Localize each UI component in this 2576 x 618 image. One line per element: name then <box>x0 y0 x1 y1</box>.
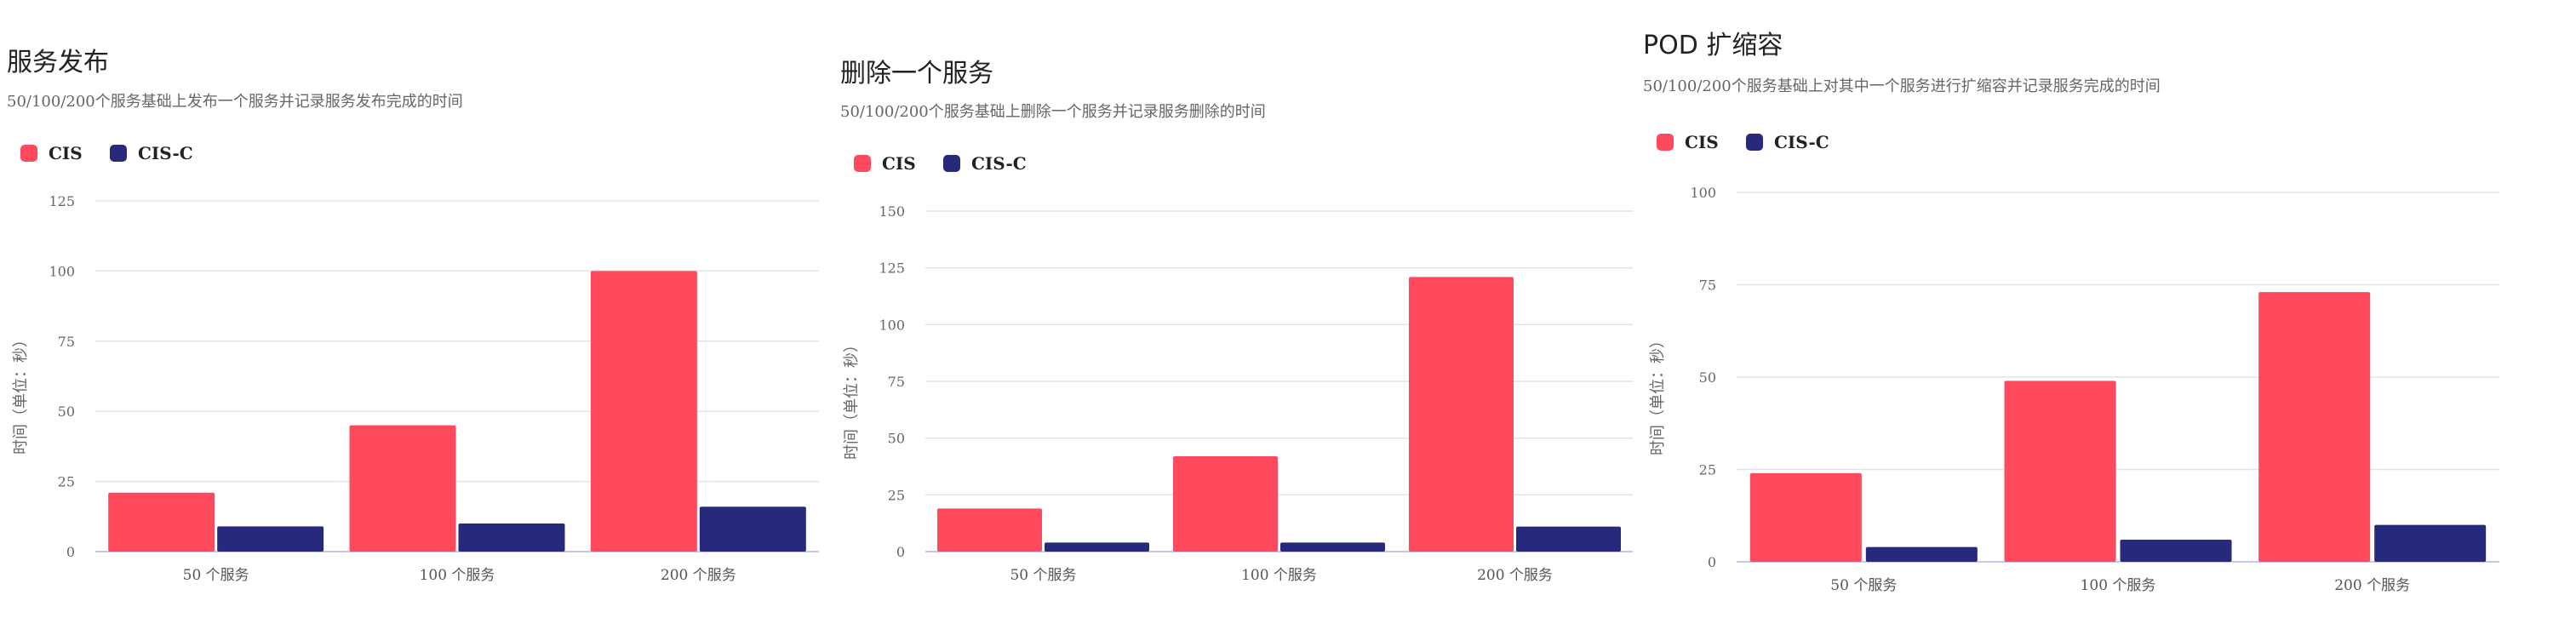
y-axis-label: 时间（单位：秒） <box>843 337 861 460</box>
y-tick-label: 100 <box>879 317 905 333</box>
bar-cis-c <box>699 506 806 552</box>
legend-swatch <box>20 145 37 162</box>
bar-cis <box>2004 381 2116 562</box>
x-tick-label: 50 个服务 <box>183 567 249 584</box>
legend-swatch <box>1657 134 1674 151</box>
legend-swatch <box>943 155 960 172</box>
chart-subtitle: 50/100/200个服务基础上发布一个服务并记录服务发布完成的时间 <box>7 93 463 111</box>
legend-label: CIS-C <box>138 143 193 163</box>
x-tick-label: 200 个服务 <box>2334 577 2410 594</box>
bar-cis <box>2258 292 2371 562</box>
y-tick-label: 25 <box>58 474 75 490</box>
bar-cis <box>1173 456 1278 552</box>
y-tick-label: 50 <box>888 431 905 447</box>
y-tick-label: 100 <box>49 263 75 279</box>
y-tick-label: 100 <box>1690 185 1716 201</box>
bar-cis-c <box>2120 539 2232 562</box>
bar-cis-c <box>458 524 565 552</box>
bar-cis-c <box>2374 524 2487 562</box>
x-tick-label: 200 个服务 <box>1477 567 1553 584</box>
bar-cis-c <box>217 526 324 552</box>
bar-cis-c <box>1516 526 1621 552</box>
legend-item: CIS <box>20 143 83 163</box>
bar-cis <box>1749 472 1862 562</box>
bar-cis-c <box>1280 542 1385 552</box>
bar-cis <box>108 492 215 552</box>
chart-panel-2: 删除一个服务 50/100/200个服务基础上删除一个服务并记录服务删除的时间 CI… <box>840 59 1633 584</box>
x-tick-label: 100 个服务 <box>1241 567 1317 584</box>
legend-item: CIS-C <box>110 143 193 163</box>
legend-label: CIS <box>882 153 916 174</box>
x-tick-label: 50 个服务 <box>1010 567 1076 584</box>
legend-item: CIS <box>854 153 916 174</box>
y-tick-label: 75 <box>1699 278 1716 294</box>
bar-cis <box>590 271 697 552</box>
chart-title: 删除一个服务 <box>840 59 993 89</box>
y-tick-label: 125 <box>879 260 905 277</box>
legend-swatch <box>110 145 127 162</box>
y-axis-label: 时间（单位：秒） <box>12 332 30 455</box>
x-tick-label: 100 个服务 <box>2081 577 2156 594</box>
x-tick-label: 50 个服务 <box>1830 577 1897 594</box>
y-tick-label: 0 <box>1708 554 1716 570</box>
bar-cis <box>1409 277 1514 552</box>
legend-label: CIS <box>1685 132 1719 152</box>
chart-panel-3: POD 扩缩容 50/100/200个服务基础上对其中一个服务进行扩缩容并记录服务… <box>1643 31 2499 594</box>
bar-cis <box>937 508 1042 552</box>
chart-panel-1: 服务发布 50/100/200个服务基础上发布一个服务并记录服务发布完成的时间 CI… <box>7 48 819 584</box>
y-tick-label: 75 <box>888 374 905 390</box>
y-tick-label: 0 <box>66 544 75 560</box>
chart-subtitle: 50/100/200个服务基础上删除一个服务并记录服务删除的时间 <box>840 103 1266 121</box>
bar-cis <box>349 425 456 552</box>
chart-subtitle: 50/100/200个服务基础上对其中一个服务进行扩缩容并记录服务完成的时间 <box>1643 77 2161 95</box>
bar-cis-c <box>1865 546 1978 562</box>
legend-item: CIS <box>1657 132 1719 152</box>
legend-swatch <box>854 155 871 172</box>
y-tick-label: 50 <box>1699 369 1716 386</box>
legend-label: CIS-C <box>971 153 1027 174</box>
bar-cis-c <box>1045 542 1149 552</box>
legend-label: CIS <box>49 143 83 163</box>
legend-item: CIS-C <box>1746 132 1829 152</box>
chart-title: 服务发布 <box>7 48 109 77</box>
y-tick-label: 25 <box>888 487 905 503</box>
legend-swatch <box>1746 134 1763 151</box>
y-tick-label: 125 <box>49 193 75 209</box>
legend-label: CIS-C <box>1774 132 1829 152</box>
y-axis-label: 时间（单位：秒） <box>1649 333 1667 455</box>
y-tick-label: 25 <box>1699 462 1716 478</box>
y-tick-label: 150 <box>879 203 905 220</box>
x-tick-label: 200 个服务 <box>661 567 736 584</box>
x-tick-label: 100 个服务 <box>420 567 495 584</box>
y-tick-label: 75 <box>58 334 75 350</box>
y-tick-label: 0 <box>896 544 905 560</box>
y-tick-label: 50 <box>58 403 75 420</box>
legend-item: CIS-C <box>943 153 1027 174</box>
chart-title: POD 扩缩容 <box>1643 31 1783 60</box>
